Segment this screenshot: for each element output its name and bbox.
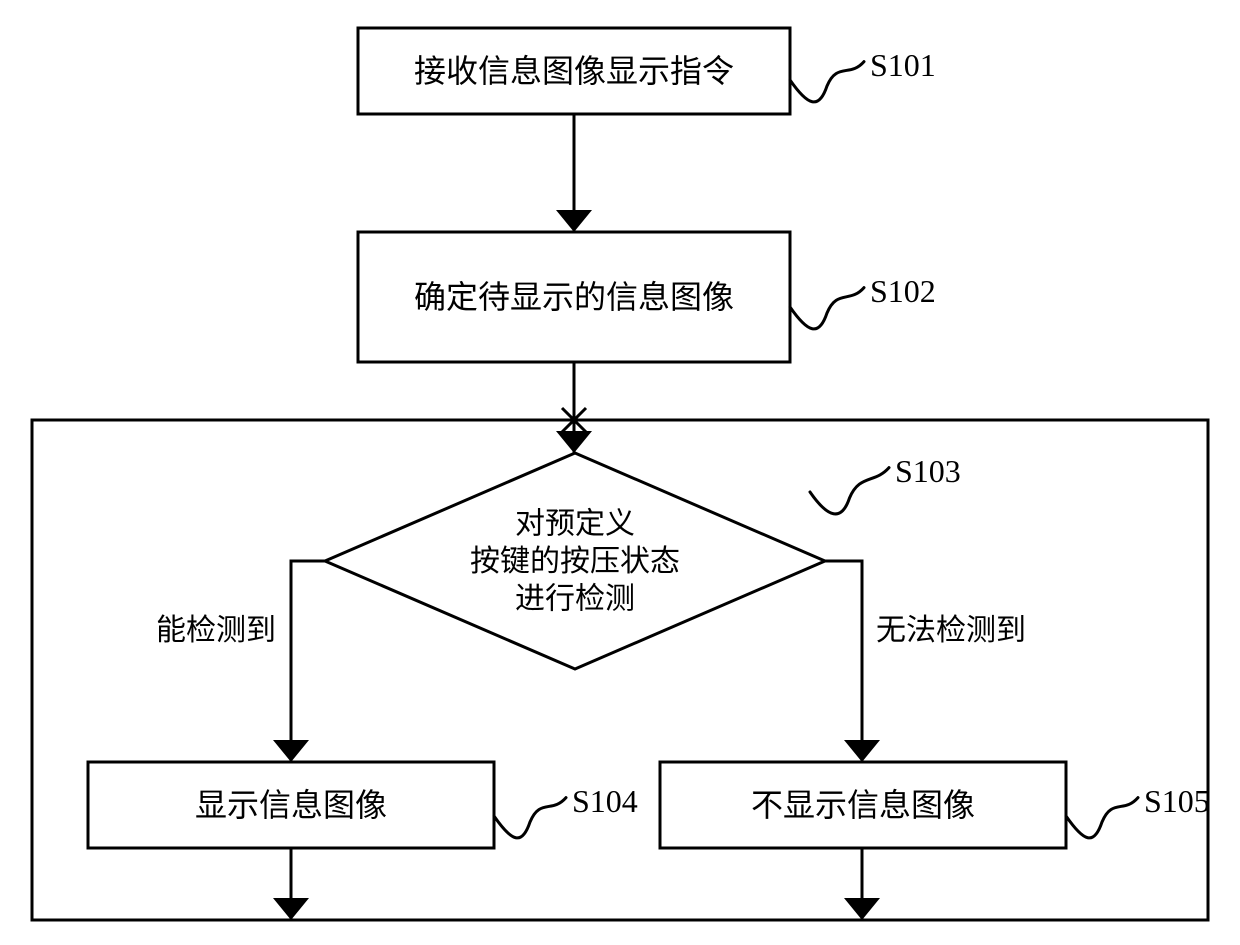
step-label-s101: S101 <box>870 47 936 83</box>
node-label-s104: 显示信息图像 <box>195 787 387 823</box>
edge-label-2: 能检测到 <box>156 614 276 647</box>
edge-label-3: 无法检测到 <box>876 614 1026 647</box>
step-tick-s105 <box>1066 798 1138 838</box>
step-tick-s104 <box>494 798 566 838</box>
step-tick-s101 <box>790 62 864 102</box>
step-tick-s102 <box>790 288 864 329</box>
node-label-s105: 不显示信息图像 <box>751 787 975 823</box>
step-label-s105: S105 <box>1144 783 1210 819</box>
step-label-s104: S104 <box>572 783 638 819</box>
step-label-s102: S102 <box>870 273 936 309</box>
flowchart-canvas: 能检测到无法检测到接收信息图像显示指令S101确定待显示的信息图像S102对预定… <box>0 0 1240 945</box>
step-label-s103: S103 <box>895 453 961 489</box>
node-label-s102: 确定待显示的信息图像 <box>414 279 734 315</box>
edge-3 <box>825 561 862 762</box>
edge-2 <box>291 561 325 762</box>
node-label-s101: 接收信息图像显示指令 <box>414 53 734 89</box>
step-tick-s103 <box>810 468 889 514</box>
